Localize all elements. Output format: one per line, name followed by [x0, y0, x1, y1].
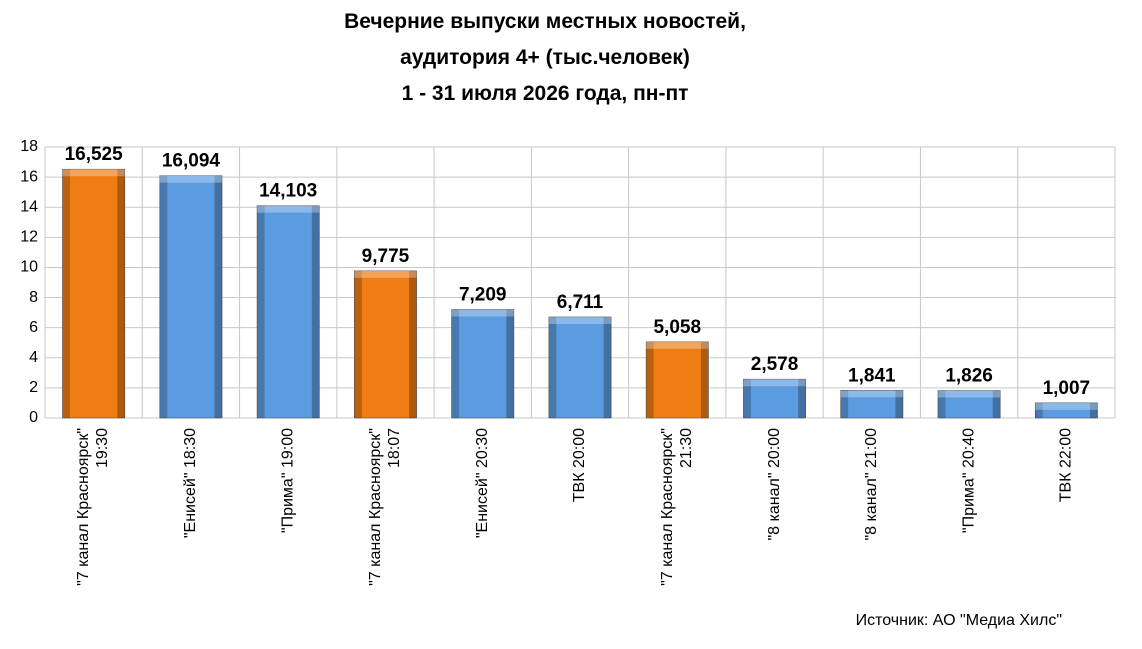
y-tick-label: 2 — [29, 379, 38, 396]
y-tick-label: 12 — [20, 229, 38, 246]
bar-shade-right — [895, 390, 903, 418]
bar-shade-left — [62, 169, 70, 418]
bar — [1034, 402, 1098, 419]
bar-top — [159, 175, 223, 183]
bar-top — [1035, 402, 1098, 410]
bar-shade-left — [646, 341, 654, 418]
value-label: 5,058 — [653, 317, 701, 338]
bar-shade-right — [311, 205, 320, 418]
value-label: 1,841 — [848, 365, 896, 386]
bar-group — [1034, 402, 1098, 419]
value-label: 16,094 — [162, 151, 221, 172]
bar-group — [354, 270, 417, 419]
x-tick-label: "8 канал" 20:00 — [766, 428, 783, 541]
y-tick-label: 4 — [29, 349, 38, 366]
bar-shade-right — [1090, 402, 1098, 418]
bar-shade-right — [506, 309, 514, 418]
bar-group — [159, 175, 223, 419]
bar-shade-right — [700, 341, 709, 418]
bar-top — [451, 309, 514, 317]
y-tick-label: 6 — [29, 319, 38, 336]
x-tick-label: "Прима" 20:40 — [960, 428, 977, 533]
x-tick-label: ТВК 20:00 — [571, 428, 588, 502]
value-label: 9,775 — [362, 246, 410, 267]
x-tick-label: "7 канал Красноярск" 19:30 — [75, 428, 111, 586]
value-label: 1,826 — [945, 366, 993, 387]
bar-group — [451, 309, 515, 419]
value-label: 16,525 — [65, 144, 124, 165]
bar-shade-right — [992, 390, 1001, 418]
bar-top — [354, 270, 417, 278]
bar-shade-right — [603, 316, 612, 418]
bar-top — [743, 379, 806, 387]
y-tick-label: 14 — [20, 198, 38, 215]
bar-shade-left — [937, 390, 946, 418]
bar-shade-right — [798, 379, 806, 418]
value-label: 7,209 — [459, 284, 507, 305]
bar-group — [743, 378, 806, 419]
value-label: 6,711 — [557, 292, 604, 313]
bar-group — [548, 316, 612, 419]
bar — [354, 270, 417, 419]
bar-shade-left — [548, 316, 557, 418]
bar-shade-left — [354, 270, 362, 418]
bar — [451, 309, 515, 419]
y-tick-label: 0 — [29, 409, 38, 426]
bar — [62, 168, 126, 419]
bar — [548, 316, 612, 419]
bar-group — [645, 341, 709, 419]
x-tick-label: "8 канал" 21:00 — [863, 428, 880, 541]
bar-group — [256, 205, 320, 419]
bar-shade-right — [409, 270, 417, 418]
bar-shade-right — [214, 175, 223, 418]
x-tick-label: "7 канал Красноярск" 18:07 — [367, 428, 403, 586]
bar — [937, 390, 1001, 419]
bar-shade-left — [840, 390, 849, 418]
value-label: 2,578 — [751, 354, 799, 375]
bar-top — [548, 316, 612, 324]
x-tick-label: ТВК 22:00 — [1058, 428, 1075, 502]
bar — [256, 205, 320, 419]
bar-shade-left — [257, 205, 265, 418]
bar-shade-left — [451, 309, 460, 418]
value-label: 14,103 — [259, 181, 317, 202]
bar-top — [62, 169, 125, 177]
chart-title: Вечерние выпуски местных новостей, аудито… — [344, 10, 746, 105]
bar-top — [646, 341, 709, 349]
bar-shade-left — [159, 175, 168, 418]
bar-shade-left — [1035, 402, 1043, 418]
y-tick-label: 8 — [29, 289, 38, 306]
bar — [840, 389, 904, 419]
y-tick-label: 16 — [20, 168, 38, 185]
bar-shade-left — [743, 379, 751, 418]
bar — [645, 341, 709, 419]
bar — [159, 175, 223, 419]
bar-group — [840, 389, 904, 419]
bar-top — [840, 390, 903, 398]
x-tick-label: "7 канал Красноярск" 21:30 — [659, 428, 695, 586]
source-note: Источник: АО "Медиа Хилс" — [856, 612, 1062, 629]
bar-group — [937, 390, 1001, 419]
bar-shade-right — [117, 169, 125, 418]
bar — [743, 378, 806, 419]
bar-top — [257, 205, 320, 213]
x-tick-label: "Енисей" 20:30 — [474, 428, 491, 538]
y-tick-label: 10 — [20, 259, 38, 276]
value-label: 1,007 — [1043, 378, 1091, 399]
y-tick-label: 18 — [20, 138, 38, 155]
x-tick-label: "Прима" 19:00 — [279, 428, 296, 533]
x-tick-label: "Енисей" 18:30 — [182, 428, 199, 538]
bar-group — [62, 168, 126, 419]
bar-top — [937, 390, 1001, 398]
